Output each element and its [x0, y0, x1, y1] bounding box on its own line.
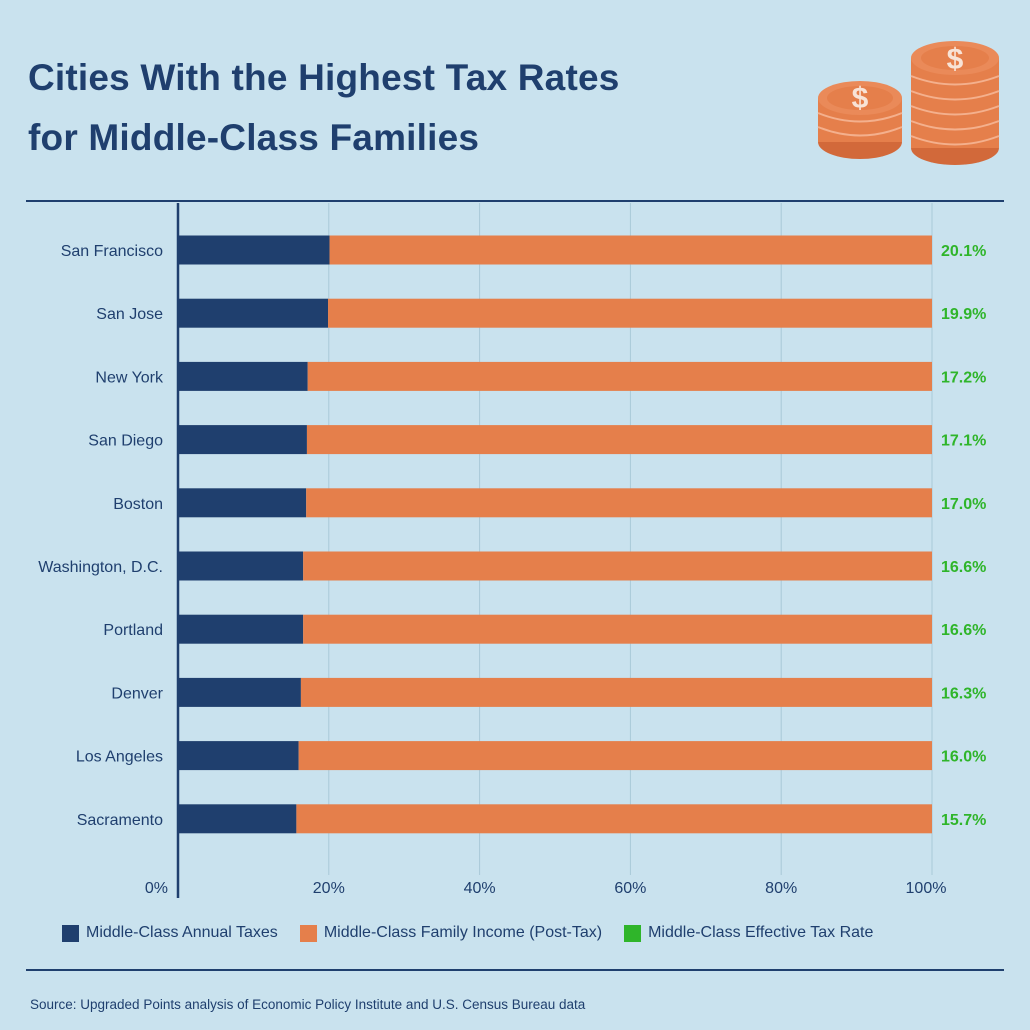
bar-income: [306, 425, 933, 455]
category-label: New York: [95, 369, 164, 386]
coin-stack-large: $: [910, 41, 1000, 165]
x-tick-label: 40%: [464, 880, 496, 897]
chart-legend: Middle-Class Annual Taxes Middle-Class F…: [62, 922, 895, 944]
category-label: Denver: [111, 685, 163, 702]
bar-income: [298, 741, 932, 771]
category-label: San Francisco: [61, 243, 163, 260]
coin-stack-small: $: [817, 81, 903, 159]
rate-label: 16.6%: [941, 559, 986, 576]
rate-label: 17.0%: [941, 496, 986, 513]
bar-taxes: [178, 804, 297, 834]
chart-title-line-1: Cities With the Highest Tax Rates: [28, 57, 620, 98]
top-divider: [26, 200, 1004, 202]
category-label: San Jose: [96, 306, 163, 323]
bar-income: [300, 677, 933, 707]
rate-label: 17.2%: [941, 369, 986, 386]
bar-taxes: [178, 298, 329, 328]
category-label: Boston: [113, 496, 163, 513]
chart-title-line-2: for Middle-Class Families: [28, 117, 480, 158]
x-tick-label: 60%: [614, 880, 646, 897]
category-label: Los Angeles: [76, 749, 163, 766]
category-label: Washington, D.C.: [38, 559, 163, 576]
x-tick-label: 100%: [906, 880, 947, 897]
bar-taxes: [178, 551, 304, 581]
legend-item-income: Middle-Class Family Income (Post-Tax): [299, 924, 603, 942]
bar-income: [303, 551, 932, 581]
bar-taxes: [178, 361, 308, 391]
rate-label: 17.1%: [941, 433, 986, 450]
stacked-bar-chart: San Francisco 20.1% San Jose 19.9% New York 1…: [38, 203, 986, 898]
legend-label-rate: Middle-Class Effective Tax Rate: [648, 924, 874, 941]
legend-swatch-rate: [624, 924, 642, 942]
category-label: Portland: [103, 622, 163, 639]
bar-taxes: [178, 614, 304, 644]
chart-title: Cities With the Highest Tax Rates for Mi…: [28, 48, 788, 168]
legend-item-rate: Middle-Class Effective Tax Rate: [624, 924, 873, 942]
bar-taxes: [178, 741, 299, 771]
x-tick-label: 0%: [145, 880, 168, 897]
bar-income: [307, 361, 932, 391]
dollar-sign-icon: $: [852, 82, 869, 115]
bar-income: [306, 488, 932, 518]
rate-label: 16.6%: [941, 622, 986, 639]
coin-stacks-icon: $ $: [817, 41, 1000, 165]
rate-label: 16.0%: [941, 749, 986, 766]
legend-item-taxes: Middle-Class Annual Taxes: [62, 924, 278, 942]
category-label: Sacramento: [77, 812, 163, 829]
dollar-sign-icon: $: [947, 43, 964, 76]
x-tick-label: 20%: [313, 880, 345, 897]
bar-income: [296, 804, 932, 834]
legend-swatch-income: [299, 924, 317, 942]
bar-taxes: [178, 425, 307, 455]
rate-label: 19.9%: [941, 306, 986, 323]
bar-income: [303, 614, 932, 644]
category-label: San Diego: [88, 433, 163, 450]
bottom-divider: [26, 969, 1004, 971]
rate-label: 15.7%: [941, 812, 986, 829]
x-tick-label: 80%: [765, 880, 797, 897]
legend-label-taxes: Middle-Class Annual Taxes: [86, 924, 278, 941]
legend-label-income: Middle-Class Family Income (Post-Tax): [323, 924, 603, 941]
bar-taxes: [178, 488, 307, 518]
bar-income: [329, 235, 933, 265]
source-note: Source: Upgraded Points analysis of Econ…: [30, 997, 586, 1012]
rate-label: 20.1%: [941, 243, 986, 260]
bar-taxes: [178, 677, 301, 707]
bar-taxes: [178, 235, 330, 265]
rate-label: 16.3%: [941, 685, 986, 702]
legend-swatch-taxes: [62, 924, 79, 942]
bar-income: [328, 298, 932, 328]
